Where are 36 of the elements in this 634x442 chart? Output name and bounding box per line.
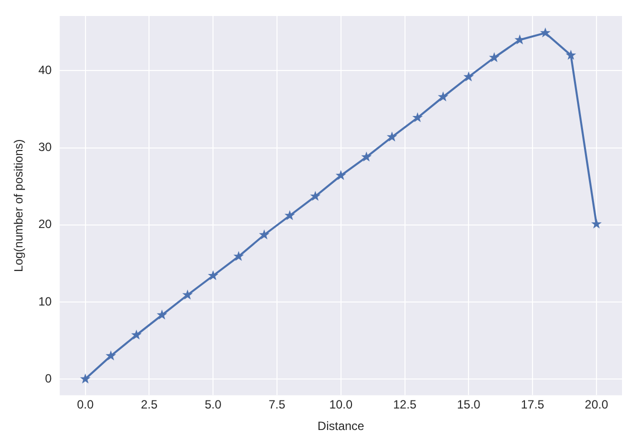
y-tick-label: 30 [38, 140, 52, 154]
point [361, 152, 372, 162]
point [540, 27, 551, 38]
point [438, 91, 448, 102]
y-tick-label: 0 [45, 371, 52, 386]
point [233, 250, 244, 261]
point [463, 71, 474, 82]
y-tick-label: 40 [38, 63, 52, 78]
x-tick-label: 0.0 [76, 398, 94, 412]
point [258, 229, 270, 240]
x-axis-title: Distance [318, 419, 365, 434]
point [80, 374, 91, 384]
point [336, 170, 346, 180]
point [310, 190, 321, 201]
x-tick-label: 2.5 [140, 398, 158, 412]
point [412, 112, 423, 122]
point [488, 52, 500, 62]
point [284, 210, 295, 220]
y-tick-label: 10 [38, 294, 52, 308]
x-tick-label: 12.5 [393, 398, 417, 412]
x-tick-label: 20.0 [584, 398, 608, 412]
point [106, 350, 116, 360]
point [131, 330, 142, 340]
point [386, 132, 398, 142]
x-tick-label: 17.5 [520, 398, 545, 412]
y-axis-title: Log(number of positions) [12, 139, 26, 272]
x-tick-label: 10.0 [329, 398, 353, 412]
y-tick-label: 20 [38, 217, 52, 232]
x-tick-label: 7.5 [268, 398, 286, 412]
x-tick-label: 15.0 [456, 398, 481, 412]
point [566, 50, 576, 60]
x-tick-label: 5.0 [204, 398, 222, 412]
point [182, 290, 193, 300]
point [208, 270, 218, 280]
point [156, 310, 168, 320]
point [591, 218, 602, 229]
